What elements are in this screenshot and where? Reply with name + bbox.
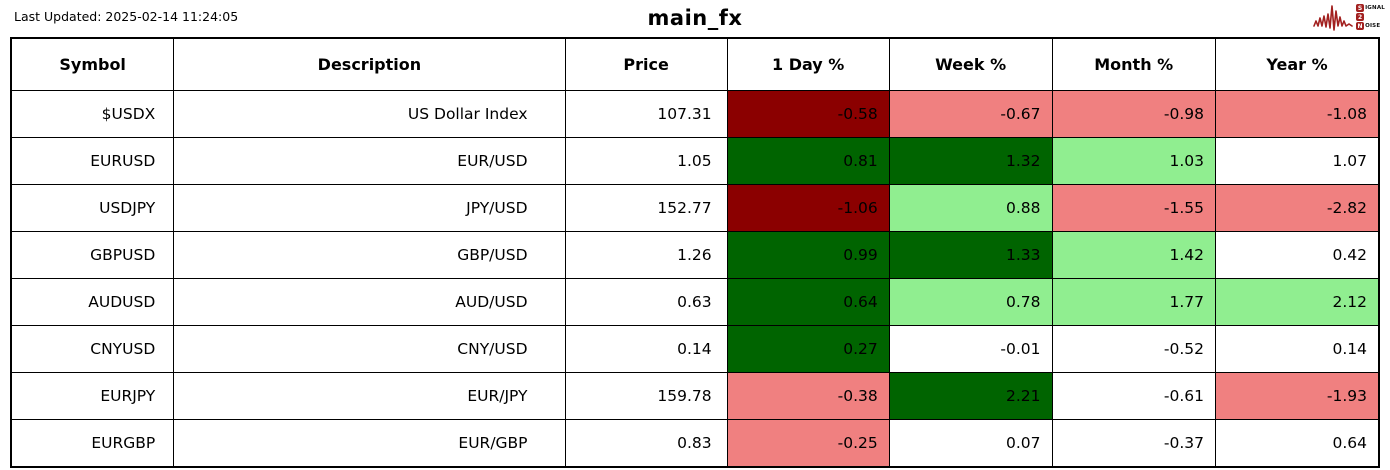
col-header-week: Week %	[888, 37, 1053, 91]
year-pct-cell: 0.64	[1214, 419, 1380, 468]
month-pct-cell: -0.37	[1051, 419, 1216, 468]
col-header-price: Price	[564, 37, 728, 91]
table-row: GBPUSD GBP/USD 1.26 0.99 1.33 1.42 0.42	[10, 231, 1380, 279]
symbol-cell: USDJPY	[10, 184, 175, 232]
day-pct-cell: -0.25	[726, 419, 890, 468]
year-pct-cell: 2.12	[1214, 278, 1380, 326]
description-cell: US Dollar Index	[173, 90, 566, 138]
month-pct-cell: 1.42	[1051, 231, 1216, 279]
table-row: $USDX US Dollar Index 107.31 -0.58 -0.67…	[10, 90, 1380, 138]
logo-initial-2: 2	[1356, 13, 1365, 21]
month-pct-cell: -1.55	[1051, 184, 1216, 232]
description-cell: JPY/USD	[173, 184, 566, 232]
month-pct-cell: -0.98	[1051, 90, 1216, 138]
description-cell: GBP/USD	[173, 231, 566, 279]
day-pct-cell: -1.06	[726, 184, 890, 232]
logo-initial-n: N	[1356, 22, 1365, 30]
logo-line-signal: S IGNAL	[1356, 4, 1385, 12]
month-pct-cell: 1.77	[1051, 278, 1216, 326]
price-cell: 0.63	[564, 278, 728, 326]
day-pct-cell: -0.38	[726, 372, 890, 420]
week-pct-cell: 0.07	[888, 419, 1053, 468]
year-pct-cell: 0.14	[1214, 325, 1380, 373]
symbol-cell: EURGBP	[10, 419, 175, 468]
table-row: EURJPY EUR/JPY 159.78 -0.38 2.21 -0.61 -…	[10, 372, 1380, 420]
day-pct-cell: -0.58	[726, 90, 890, 138]
last-updated-text: Last Updated: 2025-02-14 11:24:05	[14, 9, 239, 24]
description-cell: CNY/USD	[173, 325, 566, 373]
day-pct-cell: 0.27	[726, 325, 890, 373]
col-header-year: Year %	[1214, 37, 1380, 91]
price-cell: 0.14	[564, 325, 728, 373]
logo-initial-s: S	[1356, 4, 1365, 12]
price-cell: 152.77	[564, 184, 728, 232]
fx-table: Symbol Description Price 1 Day % Week % …	[10, 37, 1380, 468]
week-pct-cell: 0.88	[888, 184, 1053, 232]
year-pct-cell: 0.42	[1214, 231, 1380, 279]
symbol-cell: EURUSD	[10, 137, 175, 185]
week-pct-cell: 1.32	[888, 137, 1053, 185]
month-pct-cell: -0.52	[1051, 325, 1216, 373]
header-row: Symbol Description Price 1 Day % Week % …	[10, 37, 1380, 91]
price-cell: 1.05	[564, 137, 728, 185]
week-pct-cell: 2.21	[888, 372, 1053, 420]
week-pct-cell: 1.33	[888, 231, 1053, 279]
price-cell: 1.26	[564, 231, 728, 279]
symbol-cell: CNYUSD	[10, 325, 175, 373]
day-pct-cell: 0.99	[726, 231, 890, 279]
symbol-cell: $USDX	[10, 90, 175, 138]
month-pct-cell: -0.61	[1051, 372, 1216, 420]
top-bar: Last Updated: 2025-02-14 11:24:05 main_f…	[0, 0, 1390, 36]
week-pct-cell: -0.01	[888, 325, 1053, 373]
table-row: EURUSD EUR/USD 1.05 0.81 1.32 1.03 1.07	[10, 137, 1380, 185]
table-row: USDJPY JPY/USD 152.77 -1.06 0.88 -1.55 -…	[10, 184, 1380, 232]
price-cell: 0.83	[564, 419, 728, 468]
col-header-symbol: Symbol	[10, 37, 175, 91]
logo-text: S IGNAL 2 N OISE	[1356, 4, 1385, 30]
symbol-cell: GBPUSD	[10, 231, 175, 279]
price-cell: 159.78	[564, 372, 728, 420]
signal-2-noise-logo: S IGNAL 2 N OISE	[1313, 2, 1385, 32]
logo-line-noise: N OISE	[1356, 22, 1381, 30]
col-header-description: Description	[173, 37, 566, 91]
week-pct-cell: -0.67	[888, 90, 1053, 138]
year-pct-cell: -1.08	[1214, 90, 1380, 138]
symbol-cell: EURJPY	[10, 372, 175, 420]
description-cell: EUR/GBP	[173, 419, 566, 468]
col-header-month: Month %	[1051, 37, 1216, 91]
day-pct-cell: 0.64	[726, 278, 890, 326]
waveform-icon	[1313, 5, 1353, 31]
description-cell: AUD/USD	[173, 278, 566, 326]
symbol-cell: AUDUSD	[10, 278, 175, 326]
month-pct-cell: 1.03	[1051, 137, 1216, 185]
col-header-1day: 1 Day %	[726, 37, 890, 91]
logo-line-2: 2	[1356, 13, 1385, 21]
price-cell: 107.31	[564, 90, 728, 138]
week-pct-cell: 0.78	[888, 278, 1053, 326]
table-row: AUDUSD AUD/USD 0.63 0.64 0.78 1.77 2.12	[10, 278, 1380, 326]
day-pct-cell: 0.81	[726, 137, 890, 185]
year-pct-cell: 1.07	[1214, 137, 1380, 185]
page-title: main_fx	[647, 6, 743, 30]
table-row: EURGBP EUR/GBP 0.83 -0.25 0.07 -0.37 0.6…	[10, 419, 1380, 468]
description-cell: EUR/JPY	[173, 372, 566, 420]
year-pct-cell: -2.82	[1214, 184, 1380, 232]
year-pct-cell: -1.93	[1214, 372, 1380, 420]
description-cell: EUR/USD	[173, 137, 566, 185]
table-row: CNYUSD CNY/USD 0.14 0.27 -0.01 -0.52 0.1…	[10, 325, 1380, 373]
